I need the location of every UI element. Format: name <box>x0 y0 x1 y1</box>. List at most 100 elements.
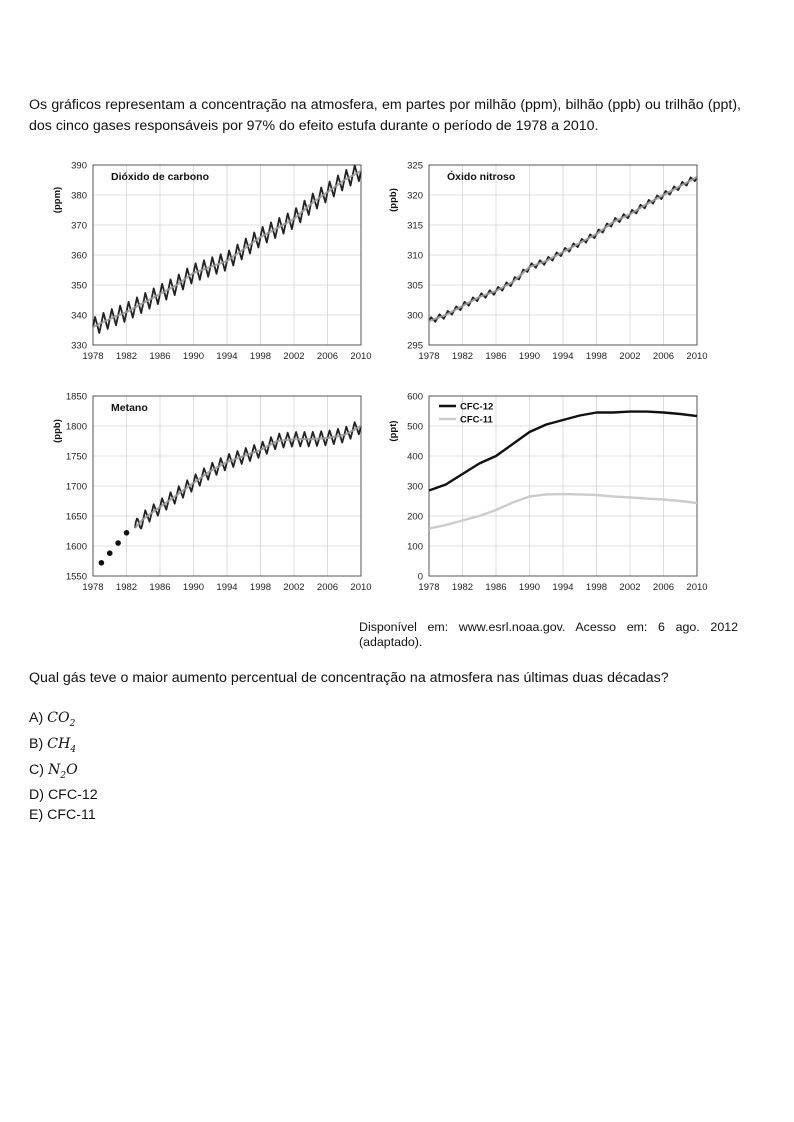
intro-text: Os gráficos representam a concentração n… <box>29 97 741 134</box>
y-tick-label: 400 <box>407 452 423 463</box>
chart-svg: 1978 1982 1986 1990 1994 1998 2002 2006 2010 1550… <box>52 392 372 594</box>
grid <box>428 395 698 577</box>
formula-base: CH <box>47 735 71 752</box>
x-tick-label: 2006 <box>317 351 338 362</box>
chart-svg: 1978 1982 1986 1990 1994 1998 2002 2006 2010 295 3… <box>388 161 708 363</box>
y-tick-label: 360 <box>71 251 87 262</box>
legend-label: CFC-11 <box>460 415 493 426</box>
question-text: Qual gás teve o maior aumento percentual… <box>29 670 669 686</box>
option-letter: A) <box>29 710 44 726</box>
y-axis-label: (ppt) <box>388 420 399 441</box>
x-tick-label: 2010 <box>686 351 707 362</box>
x-tick-label: 1990 <box>519 351 540 362</box>
x-tick-label: 1998 <box>586 582 607 593</box>
y-tick-label: 315 <box>407 221 423 232</box>
y-tick-label: 325 <box>407 161 423 172</box>
y-tick-label: 380 <box>71 191 87 202</box>
formula-subscript: 2 <box>69 718 76 729</box>
x-tick-label: 2006 <box>653 351 674 362</box>
option-c[interactable]: C) N2O <box>29 760 98 786</box>
formula-base: CO <box>47 710 70 726</box>
x-tick-label: 2002 <box>283 582 304 593</box>
chart-cfc: 1978 1982 1986 1990 1994 1998 2002 2006 2010 0 100… <box>384 384 724 609</box>
x-tick-label: 2002 <box>619 582 640 593</box>
x-tick-label: 1982 <box>116 351 137 362</box>
x-tick-label: 1986 <box>485 351 506 362</box>
plot-frame <box>92 395 362 577</box>
option-letter: C) <box>29 761 44 778</box>
x-tick-label: 1982 <box>116 582 137 593</box>
chart-title: Metano <box>111 402 148 414</box>
x-tick-label: 2002 <box>283 351 304 362</box>
y-tick-label: 330 <box>71 341 87 352</box>
y-tick-label: 100 <box>407 542 423 553</box>
option-a[interactable]: A) CO2 <box>29 708 98 734</box>
x-tick-label: 1990 <box>183 351 204 362</box>
y-tick-label: 1850 <box>66 392 87 403</box>
option-label: CFC-12 <box>47 787 98 804</box>
x-tick-label: 1994 <box>552 351 573 362</box>
x-tick-label: 1990 <box>183 582 204 593</box>
option-formula: CO2 <box>47 710 76 729</box>
option-label: CFC-11 <box>47 807 96 824</box>
y-tick-label: 390 <box>71 161 87 172</box>
series-line-cfc-12 <box>428 410 698 492</box>
chart-ch4: 1978 1982 1986 1990 1994 1998 2002 2006 2010 1550… <box>48 384 388 609</box>
option-letter: D) <box>29 787 44 804</box>
y-tick-label: 0 <box>418 572 423 583</box>
x-tick-label: 1998 <box>250 582 271 593</box>
y-tick-label: 305 <box>407 281 423 292</box>
data-point <box>115 540 121 546</box>
series-line-cfc-11 <box>428 492 698 530</box>
x-tick-label: 2010 <box>350 351 371 362</box>
data-point <box>106 550 113 556</box>
grid <box>92 164 362 346</box>
x-tick-label: 1994 <box>552 582 573 593</box>
y-axis-label: (ppb) <box>388 188 399 212</box>
y-tick-label: 1700 <box>66 482 87 493</box>
chart-svg: 1978 1982 1986 1990 1994 1998 2002 2006 2010 0 100… <box>388 392 708 594</box>
chart-co2: 1978 1982 1986 1990 1994 1998 2002 2006 2010 330 3… <box>48 153 388 378</box>
x-tick-label: 1978 <box>418 582 439 593</box>
grid <box>92 395 362 577</box>
option-e[interactable]: E) CFC-11 <box>29 805 98 825</box>
y-tick-label: 1800 <box>66 422 87 433</box>
option-formula: N2O <box>47 761 78 781</box>
x-tick-label: 1978 <box>82 582 103 593</box>
option-formula: CH4 <box>47 735 76 755</box>
formula-base: N <box>47 761 61 778</box>
x-tick-label: 1994 <box>216 582 237 593</box>
option-letter: B) <box>29 735 44 752</box>
x-tick-label: 1990 <box>519 582 540 593</box>
chart-title: Óxido nitroso <box>447 170 515 183</box>
option-b[interactable]: B) CH4 <box>29 734 98 760</box>
y-tick-label: 350 <box>71 281 87 292</box>
y-axis-label: (ppm) <box>52 187 63 213</box>
formula-subscript: 2 <box>60 770 67 781</box>
x-tick-label: 1982 <box>452 351 473 362</box>
y-tick-label: 200 <box>407 512 423 523</box>
y-tick-label: 320 <box>407 191 423 202</box>
x-tick-label: 1994 <box>216 351 237 362</box>
x-tick-label: 1998 <box>586 351 607 362</box>
x-tick-label: 2010 <box>350 582 371 593</box>
grid <box>428 164 698 346</box>
plot-frame <box>428 395 698 577</box>
data-point <box>98 560 105 566</box>
option-d[interactable]: D) CFC-12 <box>29 785 98 805</box>
y-tick-label: 1550 <box>66 572 87 583</box>
data-point <box>123 530 130 536</box>
x-tick-label: 2002 <box>619 351 640 362</box>
y-tick-label: 600 <box>407 392 423 403</box>
x-tick-label: 1986 <box>149 582 170 593</box>
y-tick-label: 1600 <box>66 542 87 553</box>
x-tick-label: 1978 <box>82 351 103 362</box>
y-tick-label: 1650 <box>66 512 87 523</box>
y-tick-label: 1750 <box>66 452 87 463</box>
y-tick-label: 300 <box>407 482 423 493</box>
source-citation: Disponível em: www.esrl.noaa.gov. Acesso… <box>359 620 738 649</box>
y-axis-label: (ppb) <box>52 419 63 443</box>
x-tick-label: 1978 <box>418 351 439 362</box>
legend-label: CFC-12 <box>460 402 493 413</box>
x-tick-label: 2006 <box>653 582 674 593</box>
